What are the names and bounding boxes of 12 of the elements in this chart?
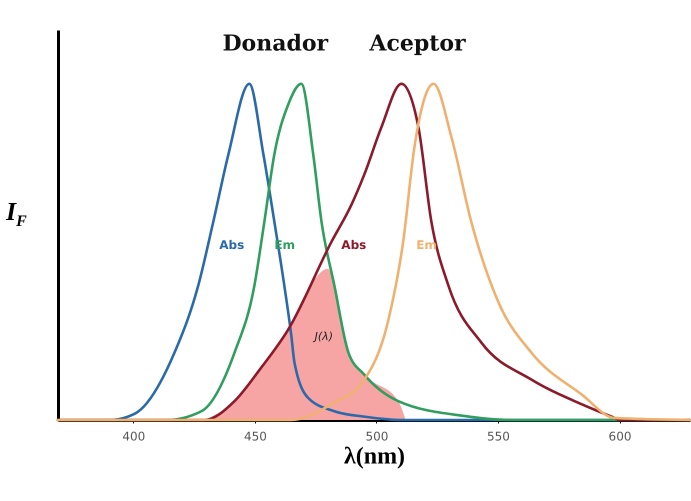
text: Donador [222,30,329,56]
series-label: Abs [219,238,244,252]
x-tick-label: 400 [122,430,146,444]
x-tick-label: 500 [365,430,388,444]
text: Aceptor [368,30,466,56]
x-tick-label: 450 [244,430,267,444]
x-tick-label: 600 [608,430,632,444]
x-tick-label: 550 [487,430,510,444]
y-axis-title: I$_{F}$ [6,196,27,232]
series-label: Abs [341,238,366,252]
x-axis-title: λ(nm) [344,444,406,470]
series-label: J(λ) [312,330,333,343]
